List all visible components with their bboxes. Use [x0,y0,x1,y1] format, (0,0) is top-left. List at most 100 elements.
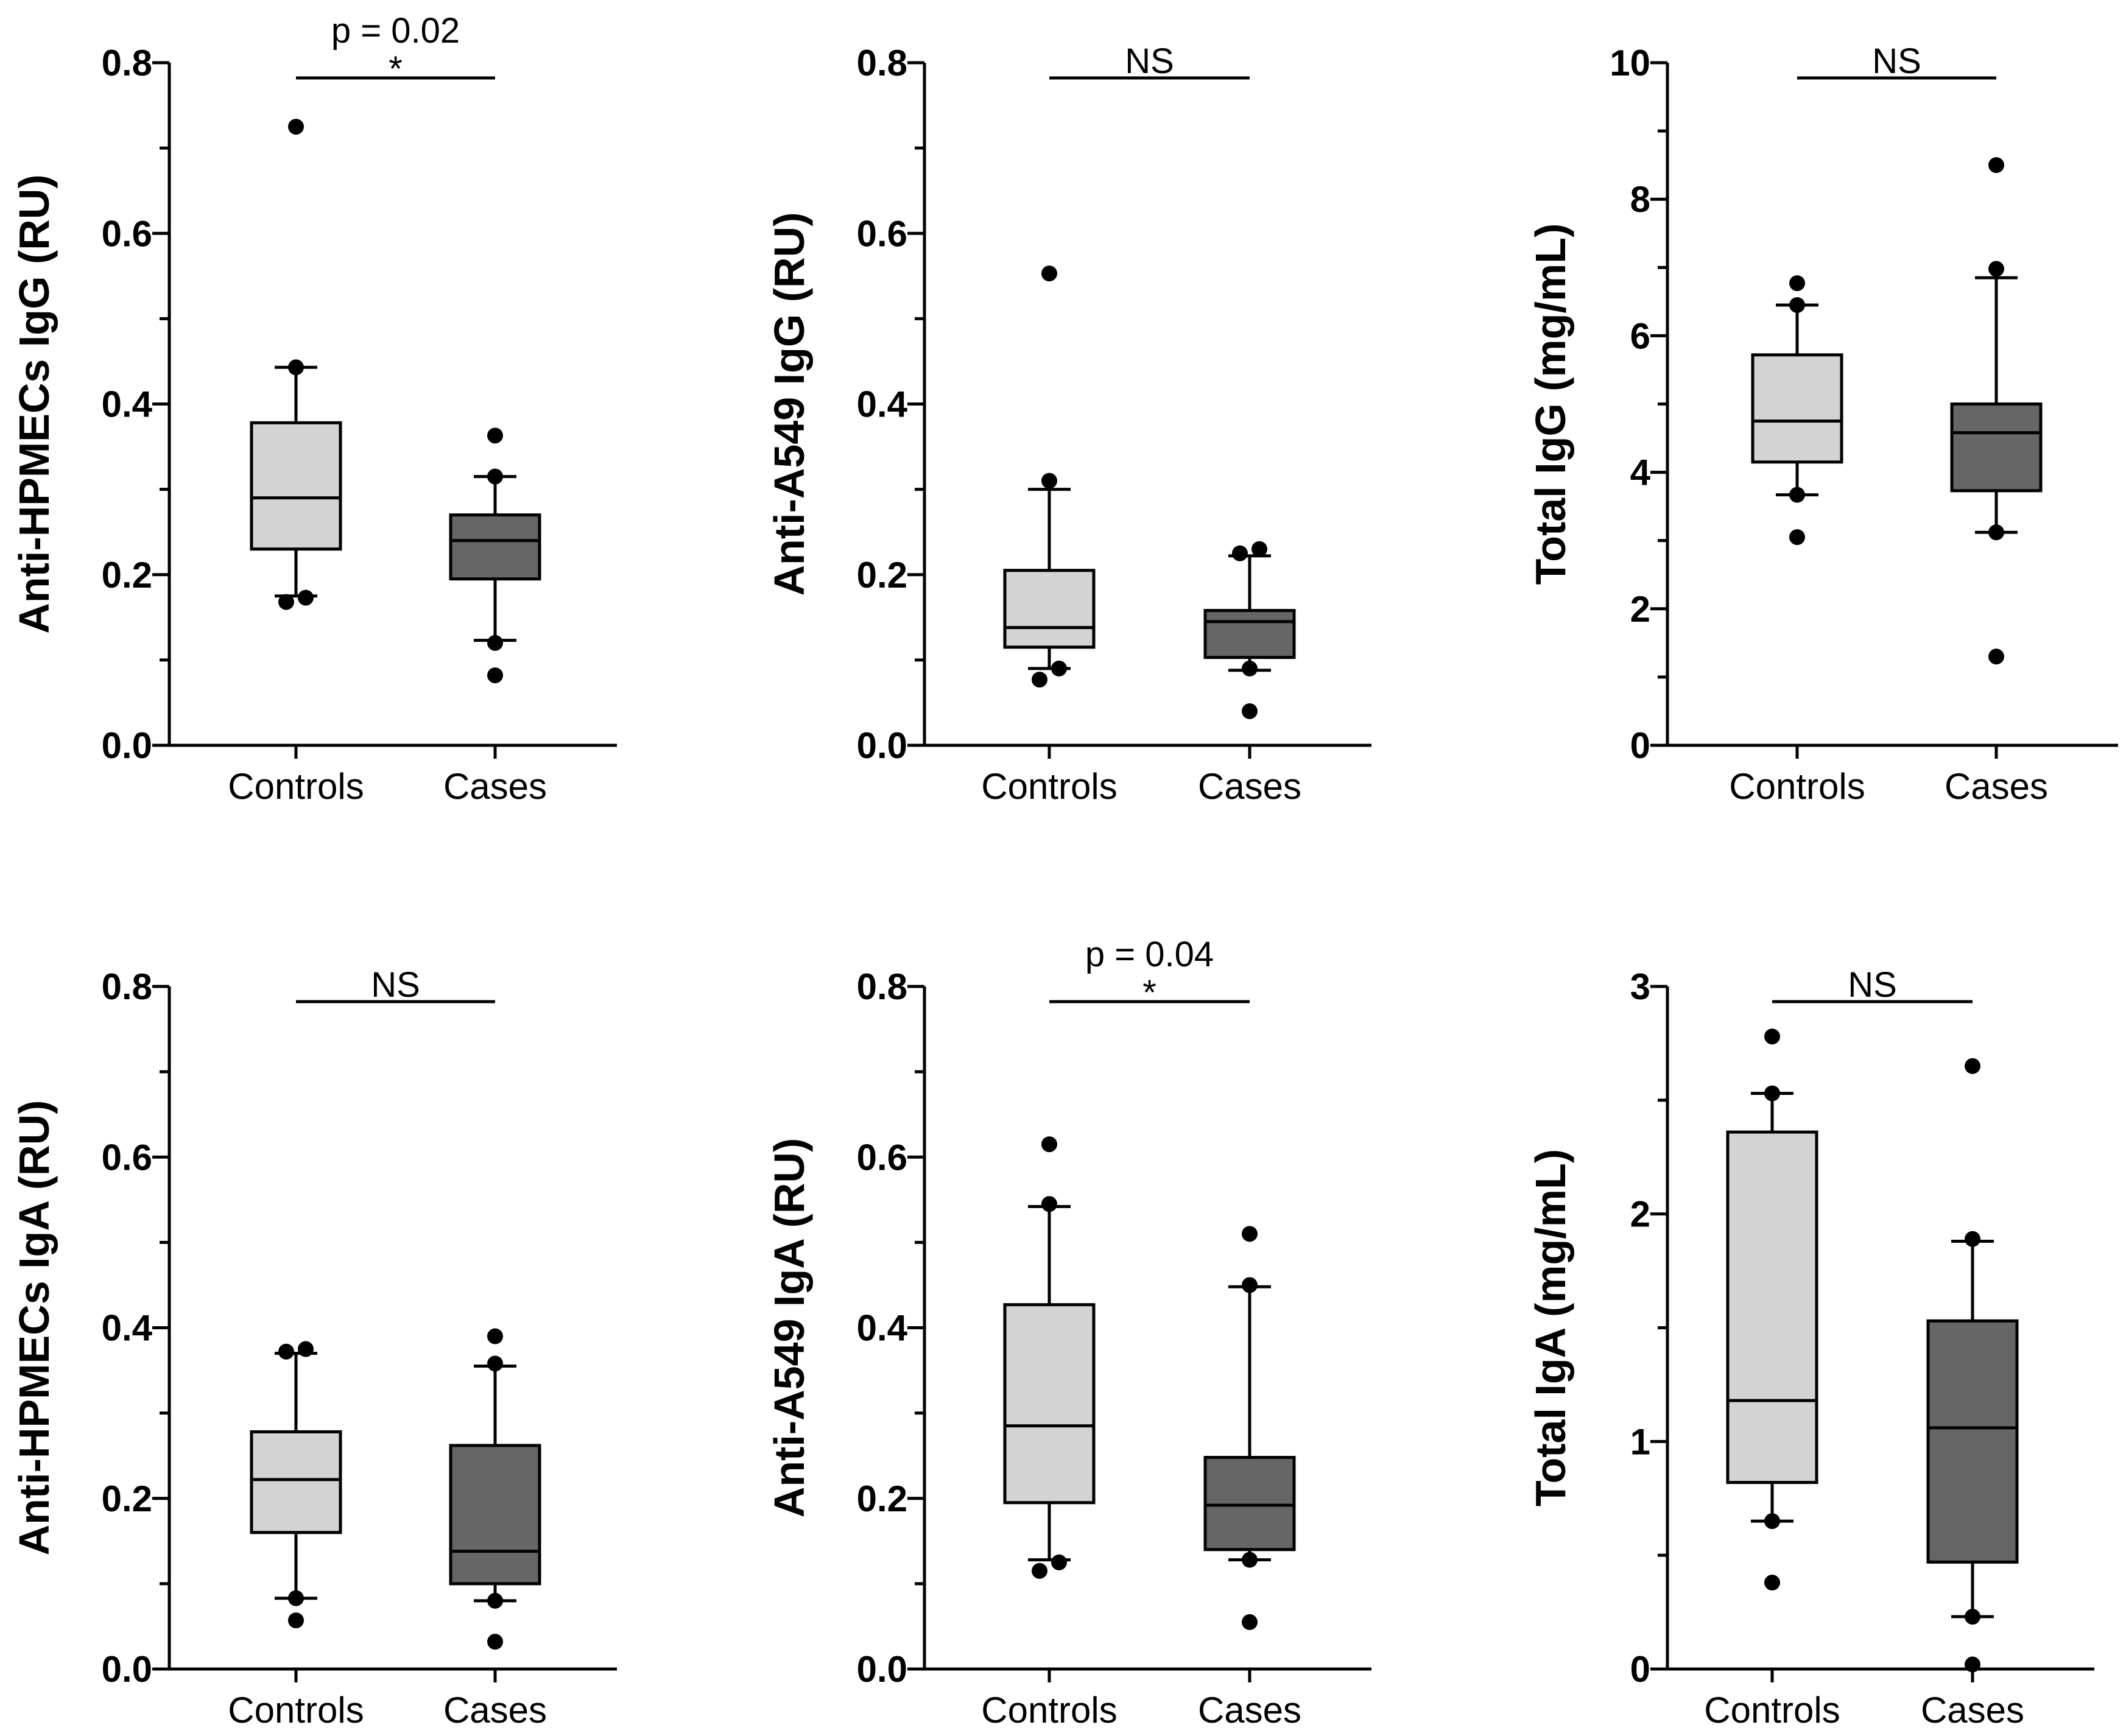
iqr-box [1003,569,1096,649]
iqr-box [250,1430,342,1534]
x-category-label: Cases [1198,1690,1301,1731]
y-axis-title: Anti-A549 IgG (RU) [766,213,813,596]
outlier-point [1242,703,1258,719]
box-cases [449,427,541,684]
outlier-point [1041,265,1057,282]
outlier-point [1032,672,1047,688]
x-category-label: Cases [1921,1690,2024,1731]
outlier-point [487,1634,503,1650]
x-category-label: Cases [1945,766,2048,807]
box-controls [1003,1136,1096,1579]
outlier-point [1041,1136,1057,1153]
y-tick-label: 0.2 [857,555,907,596]
outlier-point [1965,1656,1980,1673]
outlier-point [1242,1226,1258,1242]
outlier-point [1032,1562,1047,1579]
x-category-label: Controls [228,766,364,807]
p-value-label: p = 0.02 [331,11,460,51]
outlier-point [1051,660,1067,676]
y-tick-label: 4 [1630,452,1651,493]
significance-mark: * [389,49,403,89]
outlier-point [1051,1554,1067,1570]
x-category-label: Controls [228,1690,364,1731]
outlier-point [1764,1513,1780,1530]
outlier-point [288,359,304,376]
box-cases [1203,541,1296,719]
y-tick-label: 0.8 [102,43,152,83]
box-controls [250,119,342,610]
y-axis-title: Anti-A549 IgA (RU) [766,1138,813,1518]
outlier-point [1242,1614,1258,1630]
y-tick-label: 0.2 [857,1478,907,1519]
y-tick-label: 0.8 [857,966,907,1007]
chart-panel-6: 0 1 2 3 Total IgA (mg/mL) Controls Cases NS [1527,965,2094,1731]
x-category-label: Controls [981,766,1117,807]
outlier-point [1965,1058,1980,1074]
outlier-point [487,427,503,444]
y-tick-label: 3 [1630,966,1650,1007]
y-tick-label: 8 [1630,179,1650,220]
outlier-point [1965,1231,1980,1247]
outlier-point [487,667,503,684]
y-tick-label: 0.6 [102,213,152,254]
outlier-point [1965,1609,1980,1625]
outlier-point [1764,1575,1780,1591]
y-tick-label: 0.0 [102,725,152,766]
y-axis-title: Total IgA (mg/mL) [1527,1149,1574,1506]
box-controls [250,1341,342,1629]
outlier-point [1041,1196,1057,1212]
outlier-point [1242,1552,1258,1568]
outlier-point [487,1592,503,1609]
y-tick-label: 10 [1610,43,1650,83]
iqr-box [1926,1319,2019,1564]
outlier-point [1764,1028,1780,1045]
outlier-point [1242,660,1258,676]
outlier-point [288,1612,304,1629]
outlier-point [298,1341,314,1357]
outlier-point [298,589,314,606]
outlier-point [1251,541,1267,557]
outlier-point [1988,157,2004,174]
outlier-point [1789,297,1805,313]
y-tick-label: 1 [1630,1421,1650,1462]
outlier-point [288,1590,304,1606]
iqr-box [250,421,342,551]
outlier-point [1988,261,2004,277]
outlier-point [487,1355,503,1372]
significance-mark: NS [371,965,420,1005]
box-cases [1950,157,2043,665]
iqr-box [1726,1130,1818,1485]
significance-mark: NS [1848,965,1897,1005]
significance-mark: NS [1872,41,1921,81]
x-category-label: Controls [981,1690,1117,1731]
y-tick-label: 6 [1630,315,1650,356]
y-tick-label: 0 [1630,1649,1650,1690]
y-tick-label: 2 [1630,1194,1650,1235]
iqr-box [1950,402,2043,493]
box-controls [1003,265,1096,688]
chart-panel-5: 0.0 0.2 0.4 0.6 0.8 Anti-A549 IgA (RU) Control… [766,935,1371,1731]
significance-mark: NS [1125,41,1174,81]
outlier-point [278,594,294,610]
outlier-point [1988,648,2004,665]
y-tick-label: 0.6 [102,1137,152,1178]
outlier-point [1232,545,1248,561]
x-category-label: Cases [1198,766,1301,807]
outlier-point [278,1343,294,1360]
outlier-point [1789,275,1805,292]
outlier-point [1764,1085,1780,1102]
y-axis-title: Anti-HPMECs IgA (RU) [10,1100,58,1556]
y-tick-label: 0.4 [857,1308,908,1349]
p-value-label: p = 0.04 [1085,935,1214,974]
significance-mark: * [1142,973,1156,1013]
iqr-box [449,1444,541,1586]
outlier-point [487,1328,503,1344]
y-axis-title: Anti-HPMECs IgG (RU) [10,174,58,633]
chart-panel-3: 0 2 4 6 8 10 Total IgG (mg/mL) Controls Cases NS [1527,41,2118,807]
chart-panel-2: 0.0 0.2 0.4 0.6 0.8 Anti-A549 IgG (RU) Control… [766,41,1371,807]
x-category-label: Cases [443,766,547,807]
box-controls [1751,275,1843,546]
x-category-label: Cases [443,1690,547,1731]
iqr-box [1003,1303,1096,1505]
outlier-point [487,634,503,651]
